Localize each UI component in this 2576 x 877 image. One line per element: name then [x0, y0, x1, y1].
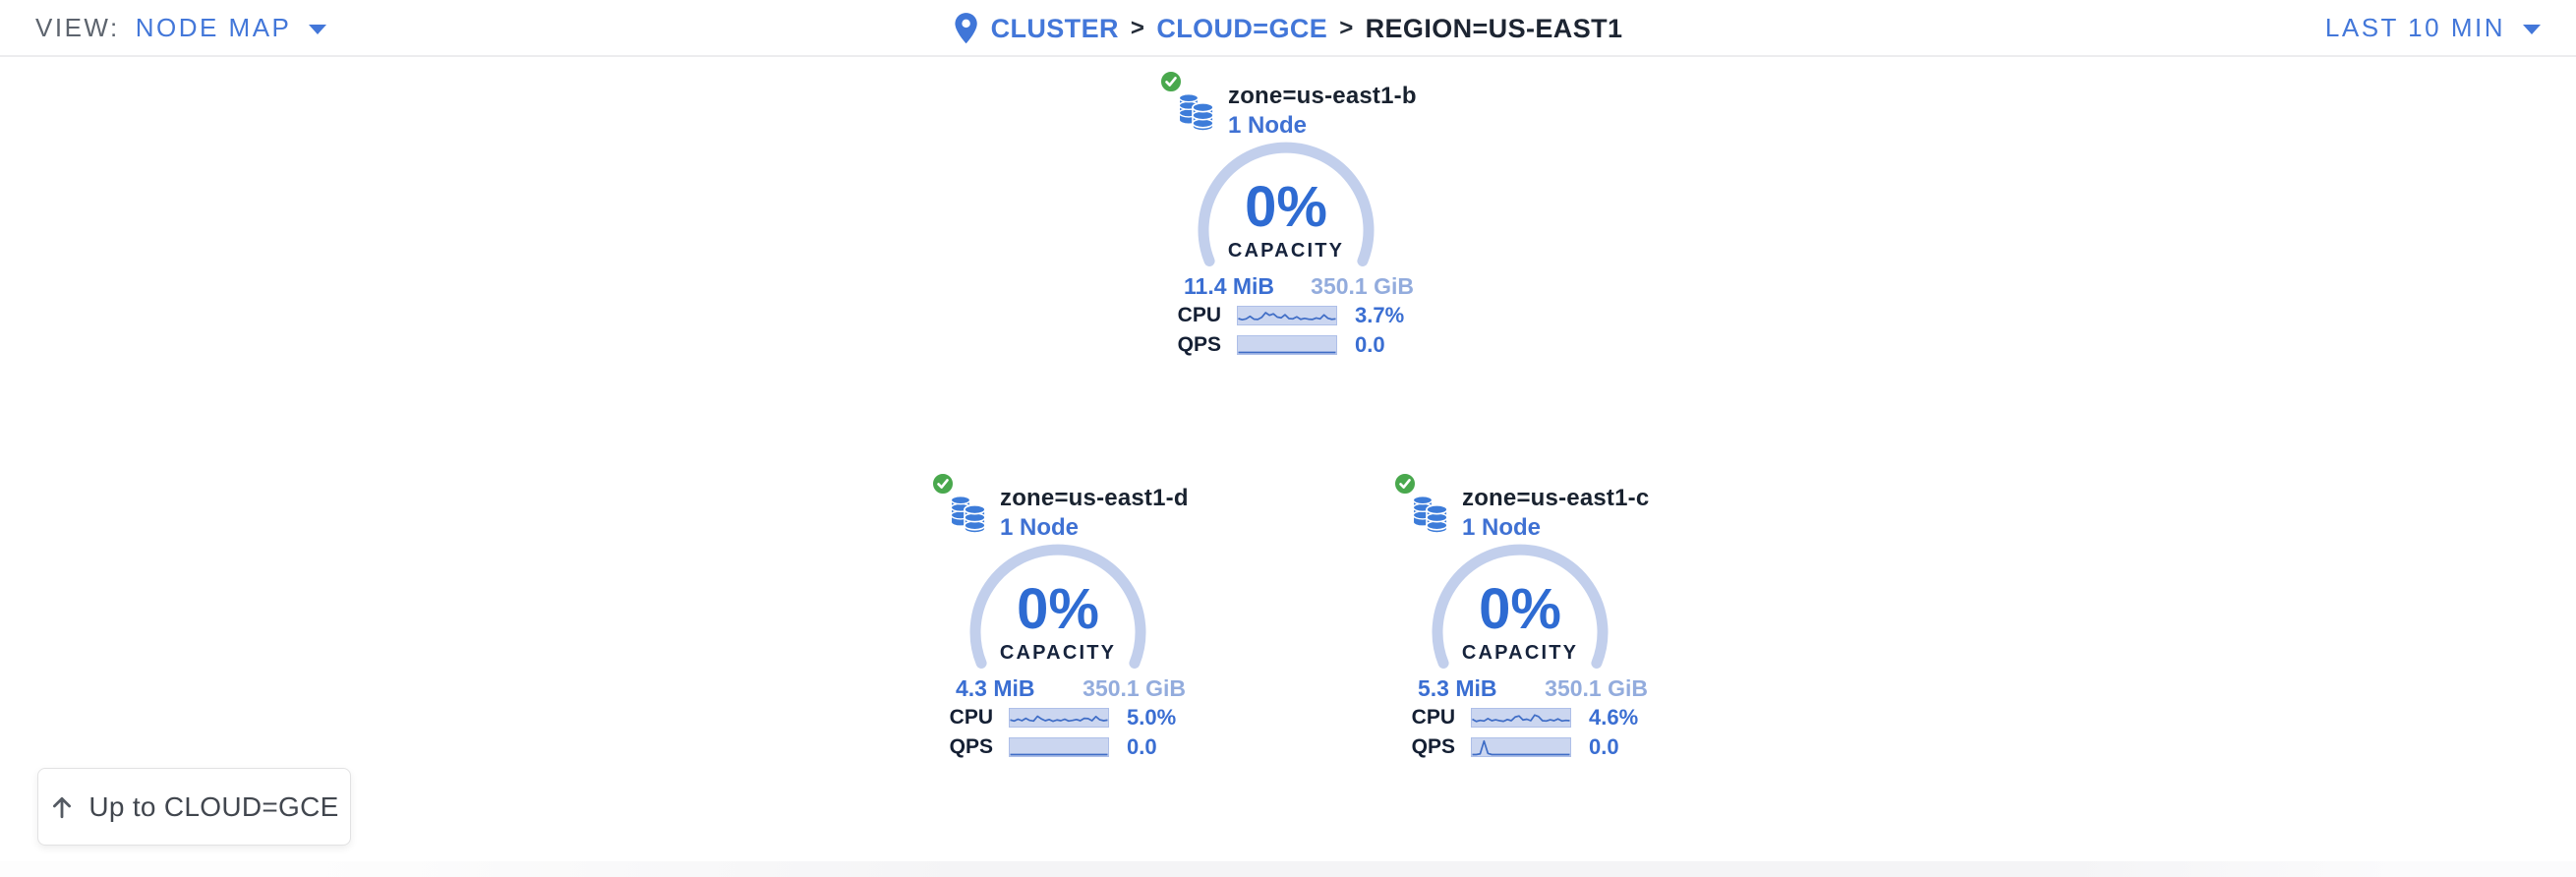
- qps-label: QPS: [1177, 333, 1221, 356]
- capacity-label: CAPACITY: [1461, 642, 1579, 664]
- capacity-range: 5.3 MiB 350.1 GiB: [1418, 675, 1648, 702]
- capacity-used: 4.3 MiB: [956, 675, 1035, 701]
- time-range-value: LAST 10 MIN: [2324, 12, 2505, 42]
- capacity-total: 350.1 GiB: [1083, 675, 1186, 701]
- capacity-total: 350.1 GiB: [1311, 273, 1414, 299]
- capacity-percentage: 0%: [1017, 577, 1099, 641]
- capacity-percentage: 0%: [1479, 577, 1561, 641]
- status-healthy-icon: [1158, 69, 1184, 94]
- breadcrumb-separator: >: [1130, 15, 1145, 41]
- chevron-down-icon: [309, 24, 327, 34]
- status-healthy-icon: [1392, 471, 1418, 497]
- database-stack-icon: [1412, 495, 1448, 534]
- zone-card-us-east1-d[interactable]: zone=us-east1-d 1 Node 0% CAPACITY 4.3 M…: [910, 465, 1205, 762]
- qps-sparkline: [1009, 737, 1109, 757]
- arrow-up-icon: [53, 796, 72, 818]
- cpu-metric-row: CPU 3.7%: [1139, 305, 1434, 326]
- capacity-gauge: 0% CAPACITY: [965, 543, 1151, 674]
- breadcrumb: CLUSTER > CLOUD=GCE > REGION=US-EAST1: [954, 0, 1623, 57]
- breadcrumb-separator: >: [1339, 15, 1354, 41]
- map-edge-decoration: [0, 861, 2576, 877]
- cpu-value: 3.7%: [1355, 303, 1405, 327]
- qps-metric-row: QPS 0.0: [910, 736, 1205, 758]
- capacity-gauge: 0% CAPACITY: [1427, 543, 1613, 674]
- view-selector[interactable]: VIEW: NODE MAP: [35, 12, 327, 43]
- capacity-gauge-arc: [1432, 544, 1609, 669]
- breadcrumb-link-cluster[interactable]: CLUSTER: [990, 13, 1119, 43]
- cpu-metric-row: CPU 5.0%: [910, 707, 1205, 729]
- view-selector-value: NODE MAP: [135, 12, 292, 42]
- breadcrumb-link-cloud-gce[interactable]: CLOUD=GCE: [1156, 13, 1328, 43]
- capacity-range: 11.4 MiB 350.1 GiB: [1184, 273, 1414, 300]
- database-stack-icon: [950, 495, 986, 534]
- zone-card-us-east1-c[interactable]: zone=us-east1-c 1 Node 0% CAPACITY 5.3 M…: [1373, 465, 1668, 762]
- qps-label: QPS: [1411, 735, 1455, 758]
- capacity-used: 5.3 MiB: [1418, 675, 1497, 701]
- capacity-label: CAPACITY: [1227, 240, 1345, 262]
- cpu-value: 4.6%: [1589, 705, 1639, 730]
- qps-metric-row: QPS 0.0: [1373, 736, 1668, 758]
- zone-title: zone=us-east1-c: [1462, 485, 1650, 511]
- zone-title: zone=us-east1-d: [1000, 485, 1189, 511]
- location-pin-icon: [955, 13, 977, 44]
- cpu-sparkline: [1237, 306, 1337, 325]
- capacity-used: 11.4 MiB: [1184, 273, 1275, 299]
- zone-node-count: 1 Node: [1000, 514, 1080, 541]
- up-to-parent-label: Up to CLOUD=GCE: [88, 790, 339, 822]
- qps-sparkline: [1471, 737, 1571, 757]
- up-to-parent-button[interactable]: Up to CLOUD=GCE: [37, 768, 351, 846]
- qps-metric-row: QPS 0.0: [1139, 334, 1434, 356]
- capacity-gauge-arc: [969, 544, 1146, 669]
- capacity-gauge: 0% CAPACITY: [1193, 141, 1379, 272]
- zone-card-us-east1-b[interactable]: zone=us-east1-b 1 Node 0% CAPACITY 11.4 …: [1139, 63, 1434, 360]
- database-stack-icon: [1178, 92, 1214, 132]
- cpu-sparkline: [1009, 708, 1109, 728]
- capacity-range: 4.3 MiB 350.1 GiB: [956, 675, 1186, 702]
- cpu-sparkline: [1471, 708, 1571, 728]
- qps-value: 0.0: [1127, 734, 1157, 759]
- qps-value: 0.0: [1589, 734, 1619, 759]
- zone-node-count: 1 Node: [1228, 112, 1308, 139]
- view-selector-label: VIEW:: [35, 12, 120, 42]
- capacity-gauge-arc: [1198, 142, 1375, 266]
- cpu-metric-row: CPU 4.6%: [1373, 707, 1668, 729]
- capacity-label: CAPACITY: [999, 642, 1117, 664]
- breadcrumb-current-region: REGION=US-EAST1: [1365, 13, 1623, 43]
- chevron-down-icon: [2523, 24, 2541, 34]
- time-range-selector[interactable]: LAST 10 MIN: [2325, 13, 2541, 43]
- qps-sparkline: [1237, 335, 1337, 355]
- capacity-total: 350.1 GiB: [1545, 675, 1648, 701]
- qps-label: QPS: [949, 735, 993, 758]
- cpu-label: CPU: [949, 706, 993, 729]
- cpu-value: 5.0%: [1127, 705, 1177, 730]
- topbar: VIEW: NODE MAP CLUSTER > CLOUD=GCE > REG…: [0, 0, 2576, 57]
- cpu-label: CPU: [1411, 706, 1455, 729]
- capacity-percentage: 0%: [1245, 175, 1327, 239]
- zone-node-count: 1 Node: [1462, 514, 1542, 541]
- zone-title: zone=us-east1-b: [1228, 83, 1417, 109]
- status-healthy-icon: [930, 471, 956, 497]
- node-map-canvas: zone=us-east1-b 1 Node 0% CAPACITY 11.4 …: [0, 59, 2576, 877]
- cpu-label: CPU: [1177, 304, 1221, 326]
- qps-value: 0.0: [1355, 332, 1385, 357]
